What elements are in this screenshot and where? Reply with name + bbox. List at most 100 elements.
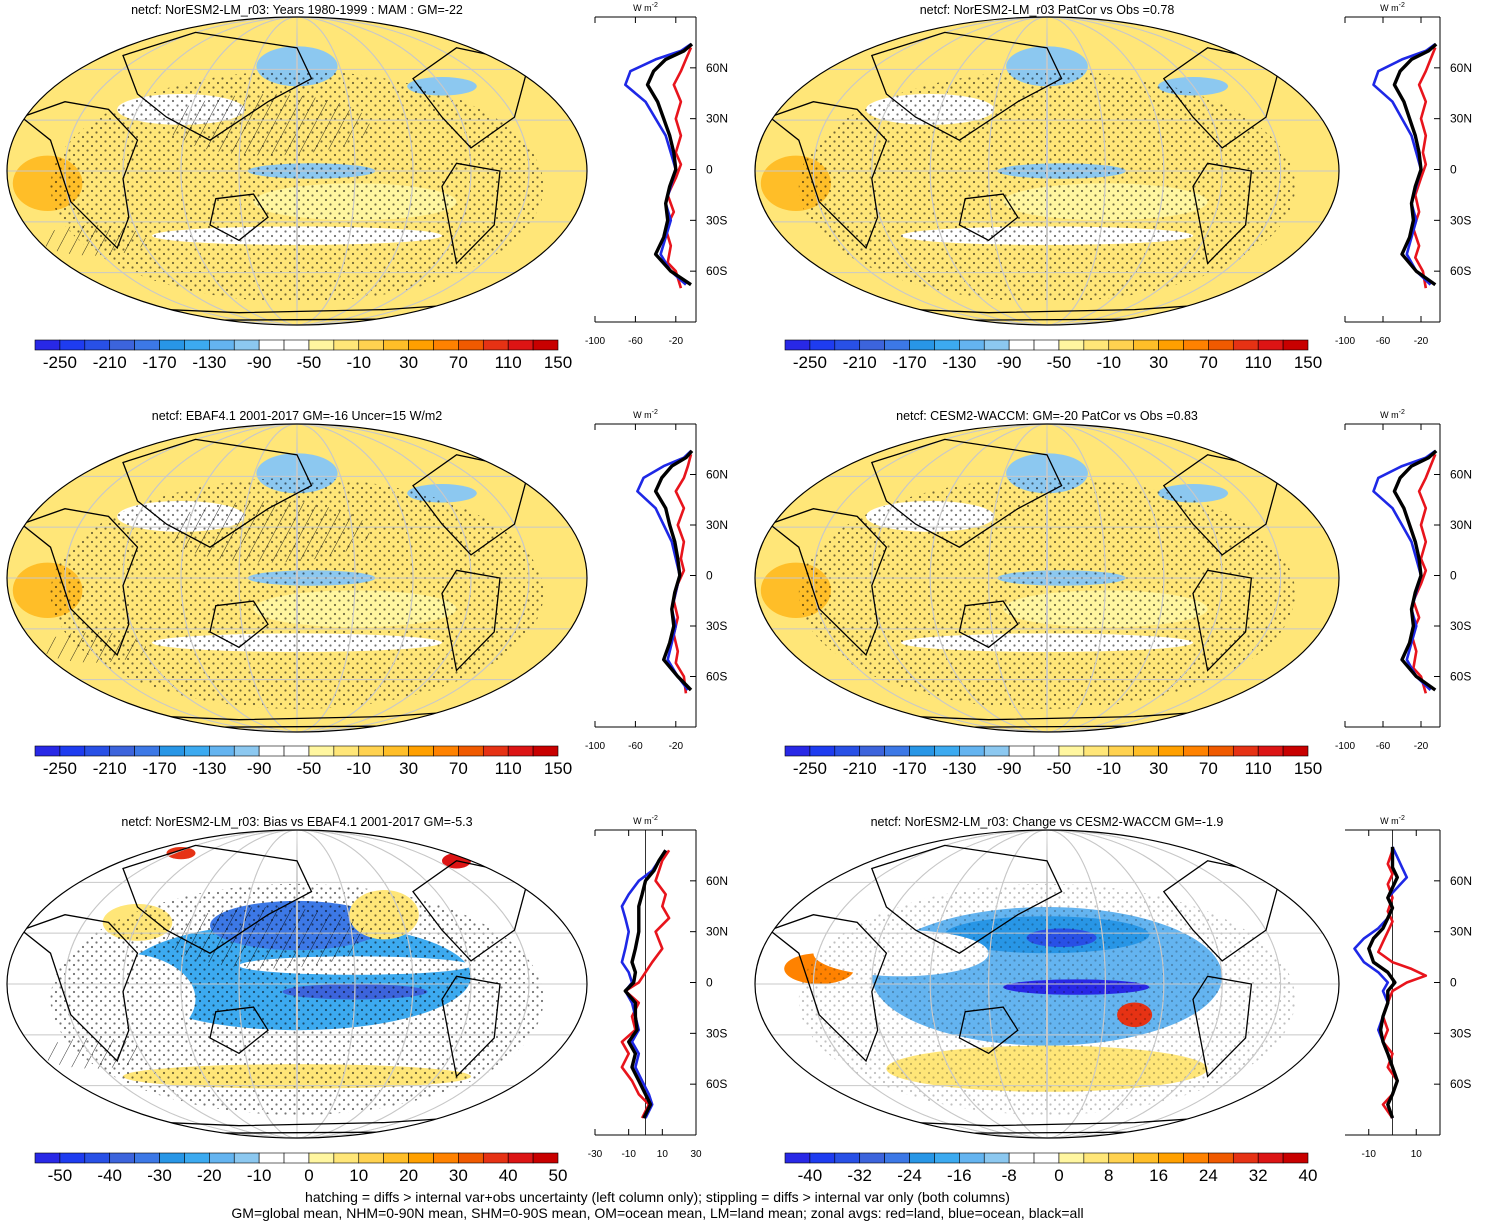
colorbar-swatch bbox=[934, 745, 960, 757]
colorbar-swatch bbox=[34, 339, 61, 351]
graticule-meridian bbox=[238, 830, 356, 1138]
colorbar-swatch bbox=[308, 1152, 335, 1164]
colorbar-swatch bbox=[408, 745, 434, 757]
colorbar-tick-label: -210 bbox=[843, 759, 877, 778]
colorbar-swatch bbox=[184, 745, 210, 757]
colorbar-swatch bbox=[507, 1152, 534, 1164]
colorbar-swatch bbox=[433, 339, 459, 351]
colorbar-tick-label: -16 bbox=[947, 1166, 972, 1185]
zonal-series-land bbox=[1412, 47, 1437, 289]
colorbar-swatch bbox=[258, 745, 285, 757]
zonal-units-label: W m-2 bbox=[633, 2, 658, 13]
colorbar-tick-label: -90 bbox=[997, 353, 1022, 372]
colorbar-tick-label: -90 bbox=[997, 759, 1022, 778]
colorbar-swatch bbox=[1058, 1152, 1085, 1164]
hatching-overlay bbox=[166, 501, 370, 563]
colorbar-swatch bbox=[184, 339, 210, 351]
colorbar-swatch bbox=[433, 1152, 459, 1164]
zonal-x-tick-label: 30 bbox=[690, 1149, 702, 1160]
colorbar-swatch bbox=[983, 745, 1010, 757]
zonal-y-tick-label: 60N bbox=[706, 61, 728, 75]
panel-title: netcf: CESM2-WACCM: GM=-20 PatCor vs Obs… bbox=[896, 409, 1198, 423]
coastline bbox=[209, 193, 269, 242]
colorbar-swatch bbox=[532, 339, 559, 351]
colorbar-swatch bbox=[458, 339, 484, 351]
colorbar-swatch bbox=[1108, 745, 1134, 757]
coastline bbox=[20, 914, 139, 1063]
graticule-meridian bbox=[871, 17, 1223, 325]
colorbar-tick-label: 110 bbox=[1245, 353, 1272, 372]
colorbar-swatch bbox=[884, 1152, 910, 1164]
zonal-x-tick-label: -60 bbox=[1376, 741, 1391, 752]
colorbar-swatch bbox=[1008, 745, 1035, 757]
map-field bbox=[755, 424, 1339, 732]
colorbar-swatch bbox=[859, 339, 885, 351]
colorbar-swatch bbox=[1282, 339, 1309, 351]
graticule-meridian bbox=[238, 17, 356, 325]
coastline bbox=[768, 508, 888, 657]
coastline bbox=[958, 1006, 1019, 1055]
colorbar-tick-label: 110 bbox=[1245, 759, 1272, 778]
zonal-series-ocean bbox=[636, 449, 692, 691]
colorbar-swatch bbox=[834, 745, 861, 757]
colorbar-tick-label: -170 bbox=[143, 353, 177, 372]
colorbar-tick-label: -50 bbox=[1047, 353, 1072, 372]
colorbar-swatch bbox=[408, 339, 434, 351]
colorbar-tick-label: 8 bbox=[1104, 1166, 1113, 1185]
colorbar-swatch bbox=[784, 1152, 811, 1164]
colorbar-swatch bbox=[482, 339, 509, 351]
zonal-y-tick-label: 60N bbox=[1450, 468, 1472, 482]
zonal-x-tick-label: -100 bbox=[585, 741, 605, 752]
colorbar-swatch bbox=[784, 745, 811, 757]
colorbar-tick-label: 50 bbox=[549, 1166, 568, 1185]
colorbar-tick-label: 20 bbox=[399, 1166, 418, 1185]
zonal-y-tick-label: 60N bbox=[1450, 61, 1472, 75]
colorbar-swatch bbox=[809, 1152, 836, 1164]
zonal-x-tick-label: -20 bbox=[1414, 336, 1429, 347]
zonal-series-land bbox=[620, 849, 671, 1119]
colorbar-tick-label: -40 bbox=[798, 1166, 823, 1185]
coastline bbox=[122, 844, 313, 954]
coastline bbox=[958, 193, 1019, 242]
coastline bbox=[1192, 975, 1253, 1078]
zonal-series-all bbox=[623, 849, 668, 1119]
coastline bbox=[870, 31, 1063, 141]
colorbar-swatch bbox=[209, 1152, 235, 1164]
coastline bbox=[441, 162, 501, 265]
colorbar-tick-label: -130 bbox=[942, 353, 976, 372]
colorbar-tick-label: 110 bbox=[495, 759, 522, 778]
panel-6: netcf: NorESM2-LM_r03: Change vs CESM2-W… bbox=[754, 815, 1472, 1185]
colorbar-tick-label: -8 bbox=[1002, 1166, 1017, 1185]
zonal-x-tick-label: -20 bbox=[669, 741, 684, 752]
colorbar-swatch bbox=[959, 745, 985, 757]
zonal-y-tick-label: 0 bbox=[1450, 163, 1457, 177]
zonal-series-all bbox=[645, 42, 694, 287]
graticule-meridian bbox=[296, 424, 298, 732]
zonal-average-plot: -10 10 W m-2 60N 30N 0 30S 60S bbox=[1345, 815, 1472, 1160]
colorbar-swatch bbox=[809, 745, 836, 757]
zonal-y-tick-label: 30S bbox=[706, 619, 727, 633]
coastline bbox=[122, 438, 313, 548]
colorbar-swatch bbox=[34, 745, 61, 757]
colorbar-swatch bbox=[983, 1152, 1010, 1164]
colorbar-swatch bbox=[333, 1152, 360, 1164]
graticule-meridian bbox=[1046, 424, 1048, 732]
zonal-average-plot: -100 -60 -20 W m-2 60N 30N 0 30S 60S bbox=[585, 2, 728, 347]
zonal-series-ocean bbox=[1353, 846, 1409, 1119]
graticule-meridian bbox=[929, 424, 1165, 732]
colorbar-swatch bbox=[109, 1152, 135, 1164]
colorbar-tick-label: 40 bbox=[1299, 1166, 1318, 1185]
colorbar-swatch bbox=[532, 745, 559, 757]
colorbar-tick-label: -50 bbox=[297, 759, 322, 778]
colorbar-swatch bbox=[59, 1152, 86, 1164]
zonal-series-ocean bbox=[1372, 43, 1437, 286]
zonal-y-tick-label: 30N bbox=[706, 112, 728, 126]
panel-title: netcf: NorESM2-LM_r03: Change vs CESM2-W… bbox=[871, 815, 1224, 829]
zonal-units-label: W m-2 bbox=[1380, 815, 1405, 826]
colorbar-tick-label: 30 bbox=[399, 759, 418, 778]
colorbar-swatch bbox=[1208, 1152, 1234, 1164]
colorbar-tick-label: -90 bbox=[247, 353, 272, 372]
colorbar-swatch bbox=[1208, 745, 1234, 757]
colorbar-swatch bbox=[1282, 1152, 1309, 1164]
